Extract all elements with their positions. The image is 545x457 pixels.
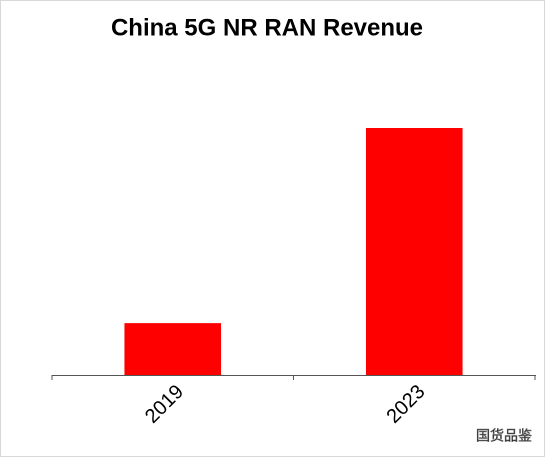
bar <box>365 128 463 375</box>
chart-title: China 5G NR RAN Revenue <box>111 14 423 41</box>
bar <box>124 323 222 375</box>
watermark: 国货品鉴 <box>476 428 532 444</box>
